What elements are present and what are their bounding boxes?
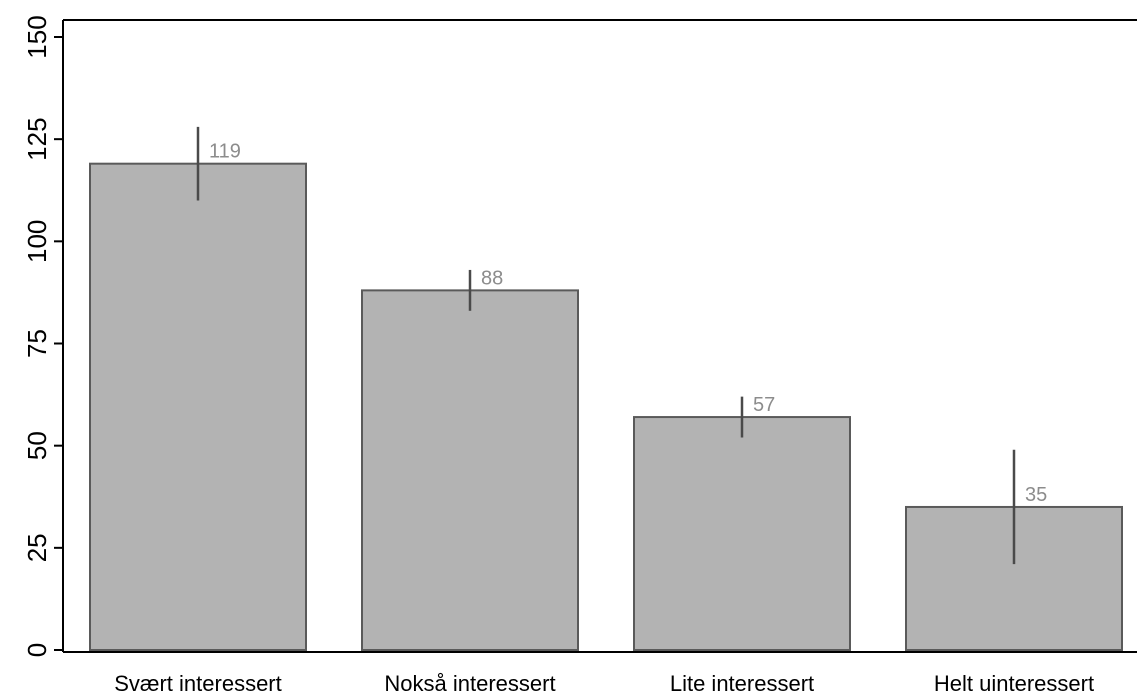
x-category-label: Helt uinteressert (934, 671, 1094, 695)
data-label: 119 (209, 141, 241, 163)
y-tick-label: 75 (22, 329, 52, 358)
y-tick-label: 100 (22, 220, 52, 263)
y-tick-label: 0 (22, 643, 52, 657)
x-axis-labels: Svært interessert Nokså interessert Lite i… (114, 671, 1094, 695)
y-tick-label: 25 (22, 533, 52, 562)
bars (89, 162, 1123, 652)
data-label: 35 (1025, 484, 1047, 506)
error-bars (196, 126, 1016, 565)
y-tick-label: 150 (22, 15, 52, 58)
data-label: 88 (481, 267, 503, 289)
plot-frame (62, 19, 1137, 653)
x-category-label: Svært interessert (114, 671, 282, 695)
x-category-label: Nokså interessert (384, 671, 555, 695)
x-category-label: Lite interessert (670, 671, 814, 695)
y-tick-label: 50 (22, 431, 52, 460)
y-axis-ticks: 0 25 50 75 100 125 150 (22, 15, 63, 657)
bar (633, 416, 851, 651)
bar (361, 289, 579, 651)
data-label: 57 (753, 394, 775, 416)
bar (89, 162, 307, 651)
data-labels: 119 88 57 35 (209, 141, 1047, 506)
y-tick-label: 125 (22, 117, 52, 160)
